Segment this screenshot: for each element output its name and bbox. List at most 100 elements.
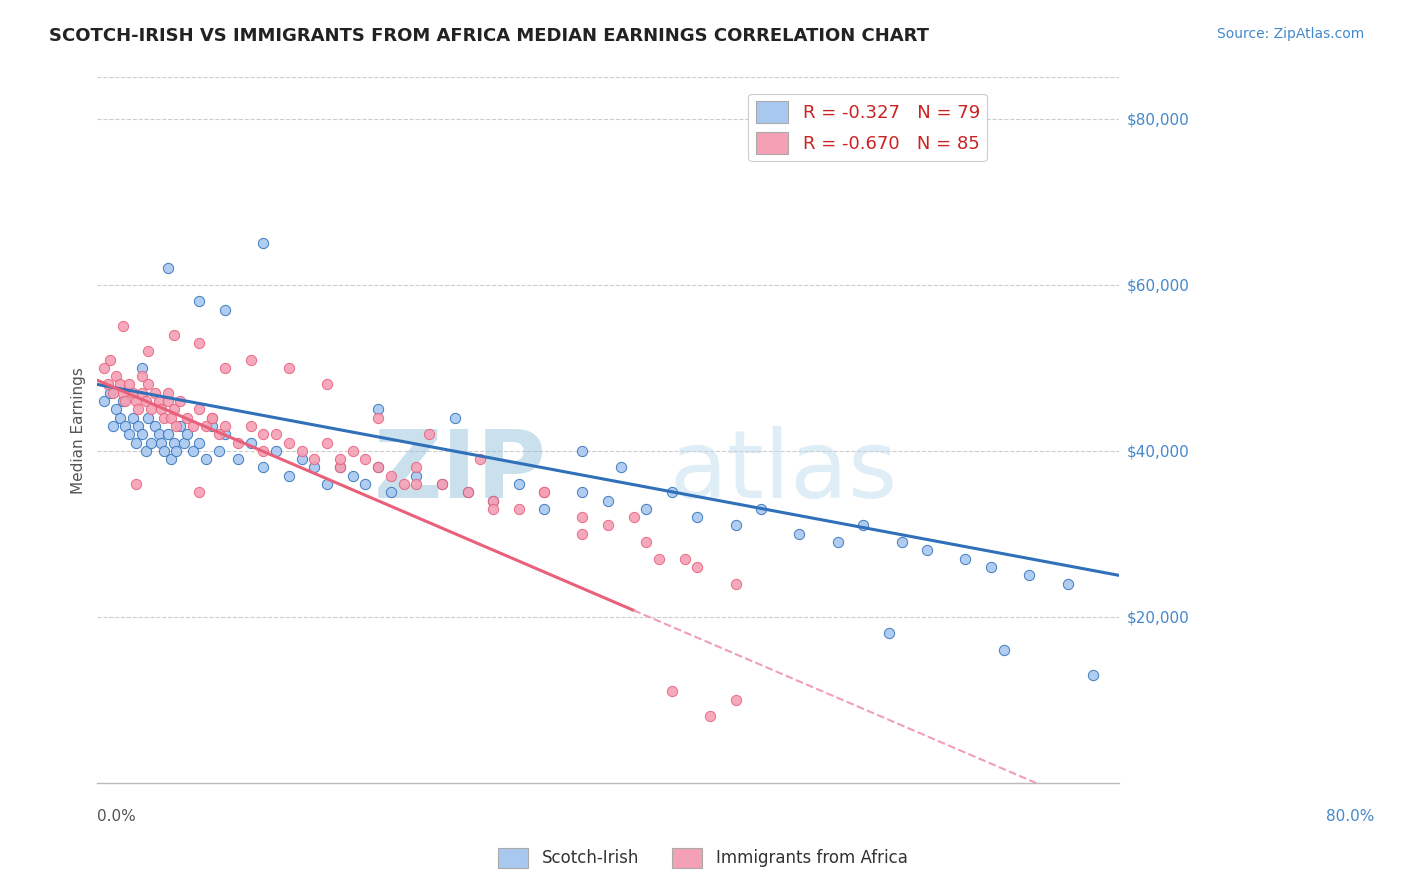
Point [852,518,875,533]
Legend: R = -0.327   N = 79, R = -0.670   N = 85: R = -0.327 N = 79, R = -0.670 N = 85 [748,94,987,161]
Point [367,460,389,475]
Point [188,335,211,350]
Point [207,427,229,442]
Point [609,460,631,475]
Point [239,352,262,367]
Point [214,302,236,317]
Point [150,435,173,450]
Point [252,460,274,475]
Point [623,510,645,524]
Point [418,427,440,442]
Point [264,427,287,442]
Point [138,344,160,359]
Point [890,535,912,549]
Point [166,443,188,458]
Point [176,427,198,442]
Point [201,410,224,425]
Point [304,460,326,475]
Point [166,418,188,433]
Point [152,443,174,458]
Point [160,452,183,467]
Legend: Scotch-Irish, Immigrants from Africa: Scotch-Irish, Immigrants from Africa [492,841,914,875]
Point [226,435,249,450]
Point [105,369,128,384]
Point [316,477,339,491]
Point [138,377,160,392]
Point [135,394,157,409]
Point [980,560,1002,574]
Point [239,418,262,433]
Point [156,427,179,442]
Point [571,510,593,524]
Point [194,418,217,433]
Point [686,560,709,574]
Point [661,485,683,500]
Point [252,427,274,442]
Point [304,452,326,467]
Point [533,502,555,516]
Point [316,377,339,392]
Point [188,402,211,417]
Point [114,394,136,409]
Point [152,410,174,425]
Point [405,468,427,483]
Point [405,477,427,491]
Point [93,394,115,409]
Point [329,460,352,475]
Point [367,460,389,475]
Point [181,443,204,458]
Point [661,684,683,698]
Point [122,385,145,400]
Point [699,709,721,723]
Point [118,377,141,392]
Point [482,493,505,508]
Point [533,485,555,500]
Point [277,468,299,483]
Point [571,443,593,458]
Point [367,402,389,417]
Point [329,452,352,467]
Point [139,435,162,450]
Point [470,452,492,467]
Point [97,377,120,392]
Point [176,410,198,425]
Point [367,410,389,425]
Point [252,443,274,458]
Point [239,435,262,450]
Point [156,394,179,409]
Point [749,502,772,516]
Point [1056,576,1078,591]
Point [724,518,747,533]
Point [138,410,160,425]
Point [329,460,352,475]
Point [148,427,170,442]
Point [252,236,274,251]
Point [482,493,505,508]
Point [110,410,132,425]
Point [508,502,530,516]
Point [201,410,224,425]
Point [482,502,505,516]
Point [636,535,658,549]
Point [596,518,619,533]
Point [163,402,186,417]
Point [636,502,658,516]
Point [131,360,153,375]
Point [98,385,121,400]
Point [226,452,249,467]
Point [955,551,977,566]
Point [169,418,191,433]
Point [533,485,555,500]
Point [139,402,162,417]
Y-axis label: Median Earnings: Median Earnings [72,367,86,493]
Point [188,294,211,309]
Point [156,261,179,276]
Point [188,435,211,450]
Point [430,477,453,491]
Point [131,427,153,442]
Point [163,435,186,450]
Point [101,418,124,433]
Point [181,418,204,433]
Point [131,385,153,400]
Point [194,452,217,467]
